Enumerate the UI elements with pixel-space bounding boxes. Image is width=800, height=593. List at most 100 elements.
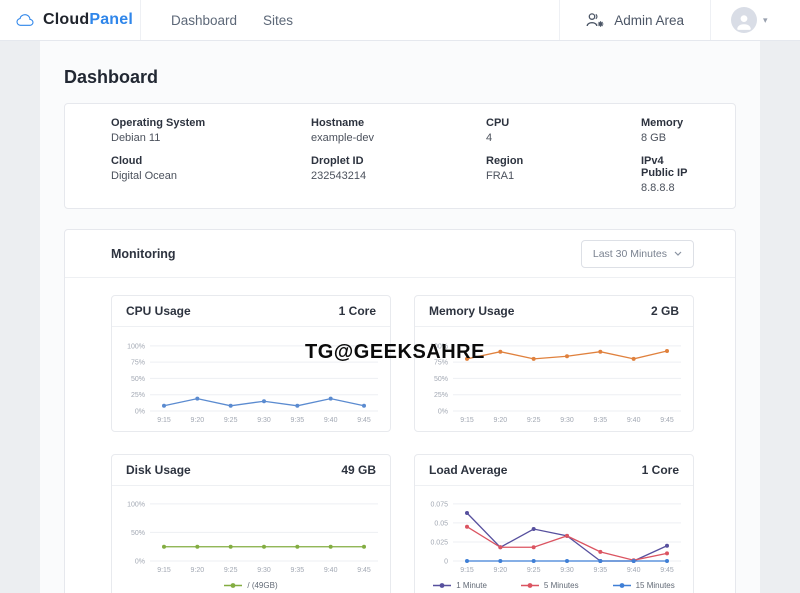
- chart-value: 49 GB: [341, 463, 376, 477]
- info-field-memory: Memory 8 GB: [641, 117, 684, 144]
- svg-text:0: 0: [444, 559, 448, 566]
- legend-marker: [520, 583, 539, 588]
- svg-text:9:45: 9:45: [357, 567, 371, 574]
- nav-item-sites[interactable]: Sites: [263, 12, 294, 28]
- monitoring-header: Monitoring Last 30 Minutes: [65, 230, 735, 278]
- info-field-hostname: Hostname example-dev: [311, 117, 374, 144]
- main-content: Dashboard Operating System Debian 11 Hos…: [40, 41, 760, 593]
- chart-legend: 1 Minute 5 Minutes 15 Minutes: [417, 581, 691, 593]
- header-spacer: [293, 0, 559, 40]
- legend-item[interactable]: 15 Minutes: [612, 581, 675, 590]
- admin-area-label: Admin Area: [614, 12, 684, 28]
- svg-text:9:20: 9:20: [494, 417, 508, 424]
- main-nav: Dashboard Sites: [141, 0, 293, 40]
- cloudpanel-logo[interactable]: CloudPanel: [0, 0, 141, 40]
- chart-svg: 100% 50% 0% 9:15 9:20 9:25 9:30 9:35 9:40 9:45: [127, 501, 378, 574]
- memory-usage-chart: 100% 75% 50% 25% 0% 9:15 9:20 9:25 9:30 9:35 9:40 9…: [415, 327, 693, 431]
- legend-item[interactable]: / (49GB): [224, 581, 278, 590]
- chevron-down-icon: ▾: [763, 14, 768, 25]
- svg-text:9:35: 9:35: [291, 417, 305, 424]
- load-average-card: Load Average 1 Core 0.075 0.05 0.025 0 9:15 9…: [414, 454, 694, 593]
- svg-text:0.075: 0.075: [430, 501, 448, 508]
- monitoring-title: Monitoring: [111, 246, 176, 261]
- svg-text:0%: 0%: [438, 409, 448, 416]
- info-field-region: Region FRA1: [486, 155, 524, 182]
- avatar: [731, 7, 757, 33]
- svg-text:9:45: 9:45: [357, 417, 371, 424]
- legend-marker: [433, 583, 452, 588]
- chart-legend: / (49GB): [114, 581, 388, 593]
- person-icon: [737, 14, 751, 30]
- load-average-head: Load Average 1 Core: [415, 455, 693, 486]
- chevron-down-icon: [674, 251, 682, 256]
- logo-text: CloudPanel: [43, 11, 134, 28]
- legend-marker: [612, 583, 631, 588]
- info-field-ipv4: IPv4 Public IP 8.8.8.8: [641, 155, 688, 194]
- svg-text:9:20: 9:20: [494, 567, 508, 574]
- cpu-usage-card: CPU Usage 1 Core 100% 75% 50% 25% 0% 9:15 9:20…: [111, 295, 391, 432]
- disk-usage-chart: 100% 50% 0% 9:15 9:20 9:25 9:30 9:35 9:40 9:45 / (…: [112, 486, 390, 593]
- svg-text:0.025: 0.025: [430, 539, 448, 546]
- info-field-droplet-id: Droplet ID 232543214: [311, 155, 367, 182]
- time-range-value: Last 30 Minutes: [592, 247, 667, 260]
- svg-text:50%: 50%: [131, 530, 145, 537]
- svg-text:0%: 0%: [135, 409, 145, 416]
- svg-text:9:25: 9:25: [224, 417, 238, 424]
- chart-svg: 100% 75% 50% 25% 0% 9:15 9:20 9:25 9:30 9:35 9:40 9…: [430, 343, 681, 424]
- svg-text:9:25: 9:25: [224, 567, 238, 574]
- svg-text:100%: 100%: [127, 343, 145, 350]
- disk-usage-head: Disk Usage 49 GB: [112, 455, 390, 486]
- svg-text:9:35: 9:35: [291, 567, 305, 574]
- svg-text:9:30: 9:30: [560, 417, 574, 424]
- cpu-usage-chart: 100% 75% 50% 25% 0% 9:15 9:20 9:25 9:30 9:35 9:40 9…: [112, 327, 390, 431]
- svg-text:9:30: 9:30: [560, 567, 574, 574]
- svg-text:25%: 25%: [434, 392, 448, 399]
- legend-item[interactable]: 1 Minute: [433, 581, 487, 590]
- top-nav-bar: CloudPanel Dashboard Sites Admin Area: [0, 0, 800, 41]
- users-gear-icon: [586, 13, 604, 27]
- chart-svg: 100% 75% 50% 25% 0% 9:15 9:20 9:25 9:30 9:35 9:40 9…: [127, 343, 378, 424]
- svg-text:9:15: 9:15: [460, 567, 474, 574]
- svg-text:9:45: 9:45: [660, 417, 674, 424]
- svg-text:9:25: 9:25: [527, 417, 541, 424]
- legend-label: 5 Minutes: [543, 581, 579, 590]
- svg-text:9:35: 9:35: [594, 567, 608, 574]
- monitoring-panel: Monitoring Last 30 Minutes CPU Usage 1 C…: [64, 229, 736, 593]
- svg-text:9:30: 9:30: [257, 417, 271, 424]
- server-info-grid: Operating System Debian 11 Hostname exam…: [65, 117, 735, 194]
- svg-text:9:40: 9:40: [627, 417, 641, 424]
- chart-value: 1 Core: [641, 463, 679, 477]
- page-title: Dashboard: [64, 67, 159, 87]
- svg-text:9:20: 9:20: [191, 567, 205, 574]
- memory-usage-head: Memory Usage 2 GB: [415, 296, 693, 327]
- server-info-panel: Operating System Debian 11 Hostname exam…: [64, 103, 736, 209]
- legend-label: 1 Minute: [456, 581, 487, 590]
- legend-label: / (49GB): [247, 581, 278, 590]
- nav-item-dashboard[interactable]: Dashboard: [171, 12, 238, 28]
- charts-grid: CPU Usage 1 Core 100% 75% 50% 25% 0% 9:15 9:20…: [65, 278, 735, 593]
- svg-text:9:15: 9:15: [460, 417, 474, 424]
- chart-title: Memory Usage: [429, 304, 515, 318]
- svg-text:9:40: 9:40: [324, 417, 338, 424]
- chart-title: CPU Usage: [126, 304, 191, 318]
- user-menu[interactable]: ▾: [710, 0, 800, 40]
- legend-label: 15 Minutes: [635, 581, 675, 590]
- admin-area-button[interactable]: Admin Area: [559, 0, 710, 40]
- memory-usage-card: Memory Usage 2 GB 100% 75% 50% 25% 0% 9:15 9:2…: [414, 295, 694, 432]
- legend-item[interactable]: 5 Minutes: [520, 581, 579, 590]
- svg-text:75%: 75%: [434, 360, 448, 367]
- legend-marker: [224, 583, 243, 588]
- chart-value: 1 Core: [338, 304, 376, 318]
- chart-title: Disk Usage: [126, 463, 191, 477]
- svg-text:0%: 0%: [135, 559, 145, 566]
- svg-text:9:15: 9:15: [157, 417, 171, 424]
- time-range-select[interactable]: Last 30 Minutes: [580, 239, 694, 268]
- svg-text:9:25: 9:25: [527, 567, 541, 574]
- svg-text:9:15: 9:15: [157, 567, 171, 574]
- chart-svg: 0.075 0.05 0.025 0 9:15 9:20 9:25 9:30 9:35 9:40 9…: [430, 501, 681, 574]
- info-field-cloud: Cloud Digital Ocean: [111, 155, 178, 182]
- svg-text:0.05: 0.05: [434, 520, 448, 527]
- svg-text:9:45: 9:45: [660, 567, 674, 574]
- svg-text:9:40: 9:40: [627, 567, 641, 574]
- svg-text:100%: 100%: [430, 343, 448, 350]
